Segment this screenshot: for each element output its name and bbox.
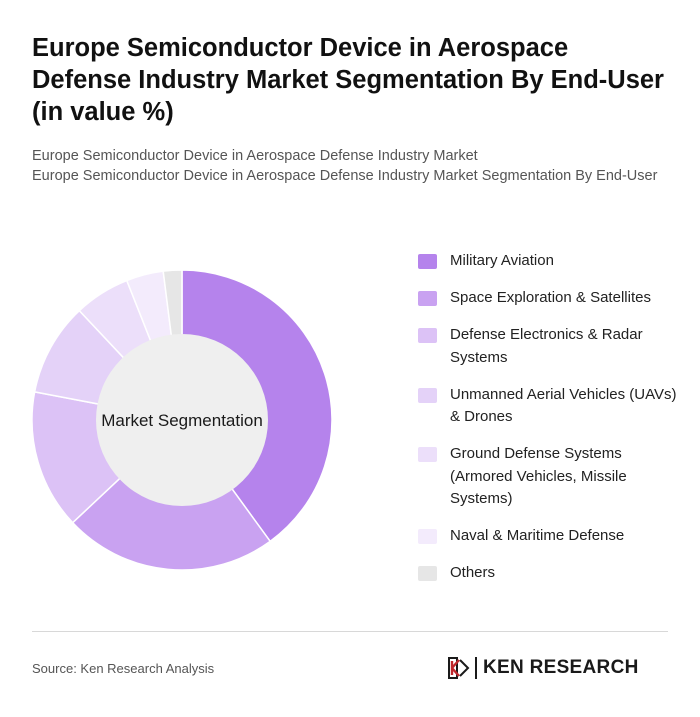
legend-item: Military Aviation [418, 250, 678, 273]
legend-label: Defense Electronics & Radar Systems [450, 326, 643, 366]
chart-subtitle: Europe Semiconductor Device in Aerospace… [32, 146, 672, 186]
legend-label: Military Aviation [450, 252, 554, 269]
source-note: Source: Ken Research Analysis [32, 661, 215, 676]
brand-name: KEN RESEARCH [483, 657, 639, 678]
legend-item: Defense Electronics & Radar Systems [418, 324, 678, 369]
legend-item: Space Exploration & Satellites [418, 287, 678, 310]
legend-item: Others [418, 562, 678, 585]
legend-label: Space Exploration & Satellites [450, 289, 651, 306]
donut-center [96, 334, 268, 506]
chart-title: Europe Semiconductor Device in Aerospace… [32, 34, 664, 126]
brand-logo: KEN RESEARCH [448, 655, 639, 681]
legend-item: Naval & Maritime Defense [418, 525, 678, 548]
legend-label: Ground Defense Systems (Armored Vehicles… [450, 445, 627, 507]
legend-swatch [418, 566, 437, 581]
legend-item: Ground Defense Systems (Armored Vehicles… [418, 443, 678, 511]
chart-legend: Military Aviation Space Exploration & Sat… [418, 250, 678, 599]
legend-swatch [418, 328, 437, 343]
ken-research-logo-icon [448, 657, 470, 679]
subtitle-line-2: Europe Semiconductor Device in Aerospace… [32, 168, 658, 184]
legend-swatch [418, 291, 437, 306]
subtitle-line-1: Europe Semiconductor Device in Aerospace… [32, 148, 478, 164]
donut-center-label: Market Segmentation [101, 411, 263, 430]
legend-item: Unmanned Aerial Vehicles (UAVs) & Drones [418, 384, 678, 429]
legend-label: Others [450, 564, 496, 581]
donut-chart: Market Segmentation [31, 269, 333, 571]
legend-label: Naval & Maritime Defense [450, 527, 625, 544]
legend-swatch [418, 447, 437, 462]
legend-swatch [418, 254, 437, 269]
legend-swatch [418, 387, 437, 403]
brand-separator [475, 657, 477, 679]
legend-label: Unmanned Aerial Vehicles (UAVs) & Drones [450, 385, 677, 426]
footer-divider [32, 631, 668, 632]
legend-swatch [418, 529, 437, 544]
